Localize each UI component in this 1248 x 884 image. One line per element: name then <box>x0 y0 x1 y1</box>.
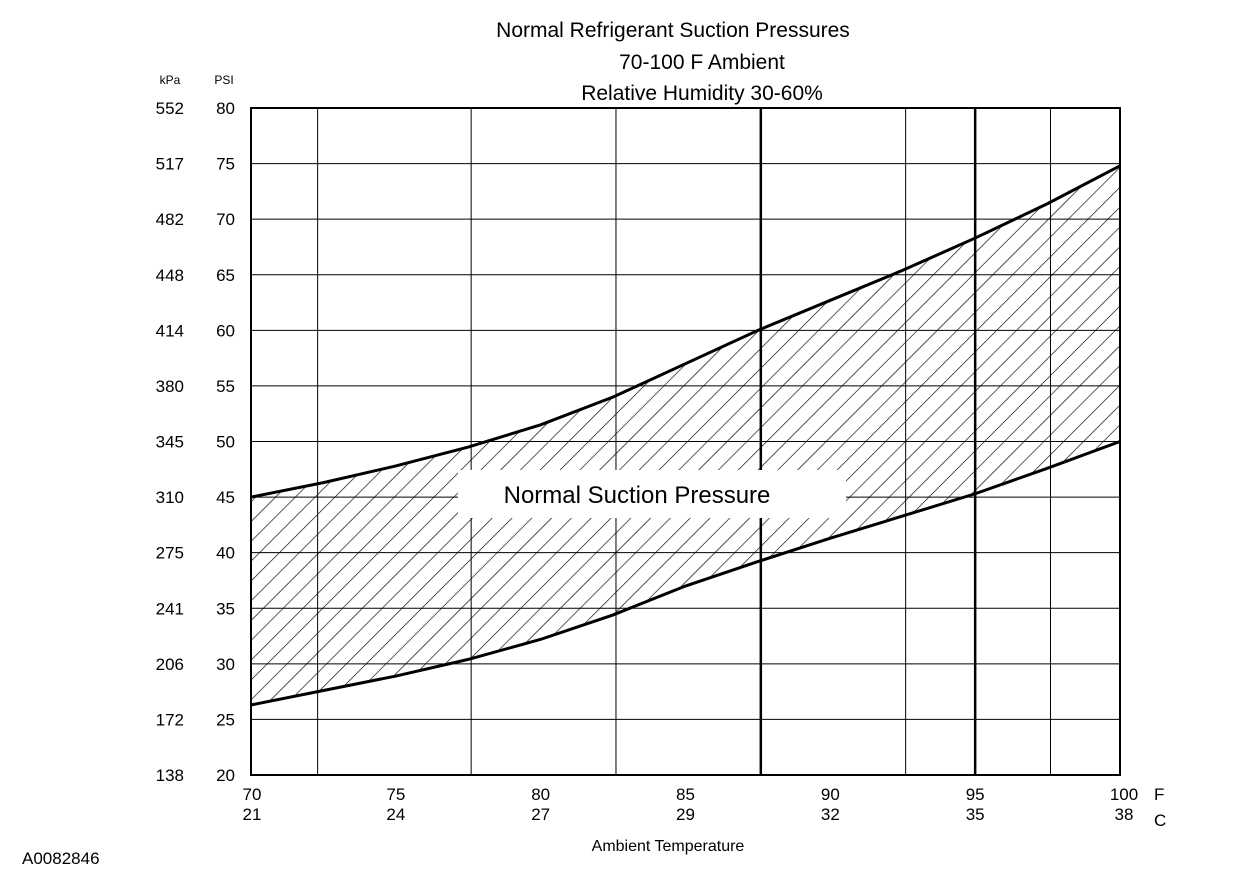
y-tick-label-kpa: 482 <box>156 210 184 229</box>
x-tick-label-f: 90 <box>821 785 840 804</box>
y-tick-label-psi: 75 <box>216 155 235 174</box>
y-tick-label-kpa: 448 <box>156 266 184 285</box>
figure-id: A0082846 <box>22 849 100 868</box>
x-tick-label-f: 85 <box>676 785 695 804</box>
y-tick-label-kpa: 517 <box>156 155 184 174</box>
tick-labels: 138 20 172 25 206 30 241 35 275 40 310 45 345 50 380 55… <box>156 99 1139 824</box>
y-tick-label-psi: 70 <box>216 210 235 229</box>
band-label-background <box>458 470 846 518</box>
x-tick-label-c: 38 <box>1115 805 1134 824</box>
y-tick-label-psi: 50 <box>216 433 235 452</box>
y-tick-label-kpa: 310 <box>156 488 184 507</box>
y-unit-kpa: kPa <box>160 73 181 87</box>
chart-title-line-3: Relative Humidity 30-60% <box>581 82 823 105</box>
x-tick-label-c: 21 <box>243 805 262 824</box>
x-axis-label: Ambient Temperature <box>592 838 745 855</box>
normal-band-layer <box>251 165 1120 705</box>
chart-title-line-2: 70-100 F Ambient <box>619 51 785 74</box>
y-tick-label-kpa: 172 <box>156 710 184 729</box>
y-tick-label-kpa: 138 <box>156 766 184 785</box>
y-tick-label-kpa: 241 <box>156 599 184 618</box>
x-tick-label-c: 29 <box>676 805 695 824</box>
x-unit-f: F <box>1154 785 1164 804</box>
y-tick-label-psi: 35 <box>216 599 235 618</box>
normal-pressure-band <box>251 165 1120 705</box>
y-tick-label-kpa: 345 <box>156 433 184 452</box>
x-tick-label-f: 75 <box>386 785 405 804</box>
x-tick-label-c: 27 <box>531 805 550 824</box>
y-tick-label-psi: 30 <box>216 655 235 674</box>
y-unit-psi: PSI <box>214 73 233 87</box>
y-tick-label-psi: 80 <box>216 99 235 118</box>
x-tick-label-f: 80 <box>531 785 550 804</box>
y-tick-label-kpa: 414 <box>156 321 184 340</box>
y-tick-label-kpa: 552 <box>156 99 184 118</box>
band-label: Normal Suction Pressure <box>504 482 771 509</box>
lower-limit-curve <box>250 440 1121 707</box>
curves-layer <box>250 164 1121 707</box>
y-tick-label-psi: 45 <box>216 488 235 507</box>
x-tick-label-c: 35 <box>966 805 985 824</box>
y-tick-label-psi: 20 <box>216 766 235 785</box>
x-unit-c: C <box>1154 811 1166 830</box>
y-tick-label-psi: 55 <box>216 377 235 396</box>
x-tick-label-c: 32 <box>821 805 840 824</box>
y-tick-label-psi: 25 <box>216 710 235 729</box>
y-tick-label-psi: 60 <box>216 321 235 340</box>
x-tick-label-f: 100 <box>1110 785 1138 804</box>
chart-title-line-1: Normal Refrigerant Suction Pressures <box>496 19 850 42</box>
upper-limit-curve <box>250 164 1121 499</box>
y-tick-label-kpa: 206 <box>156 655 184 674</box>
y-tick-label-psi: 40 <box>216 544 235 563</box>
x-tick-label-c: 24 <box>386 805 405 824</box>
x-tick-label-f: 70 <box>243 785 262 804</box>
y-tick-label-psi: 65 <box>216 266 235 285</box>
y-tick-label-kpa: 275 <box>156 544 184 563</box>
x-tick-label-f: 95 <box>966 785 985 804</box>
y-tick-label-kpa: 380 <box>156 377 184 396</box>
